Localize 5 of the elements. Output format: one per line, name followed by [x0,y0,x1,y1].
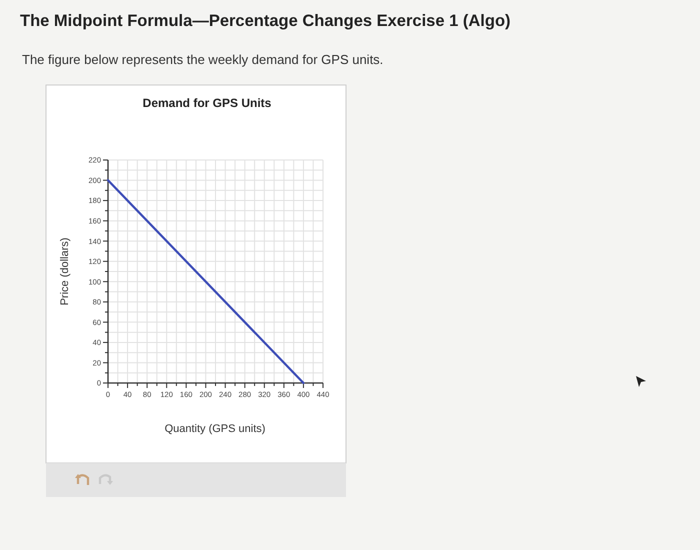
text: The Midpoint Formula—Percentage Changes Exercise 1 (Algo) [20,12,511,30]
text: The figure below represents the weekly demand for GPS units. [22,52,384,67]
chart-title: Demand for GPS Units [142,96,272,110]
y-axis-title: Price (dollars) [59,238,71,306]
x-axis-title: Quantity (GPS units) [164,423,266,435]
